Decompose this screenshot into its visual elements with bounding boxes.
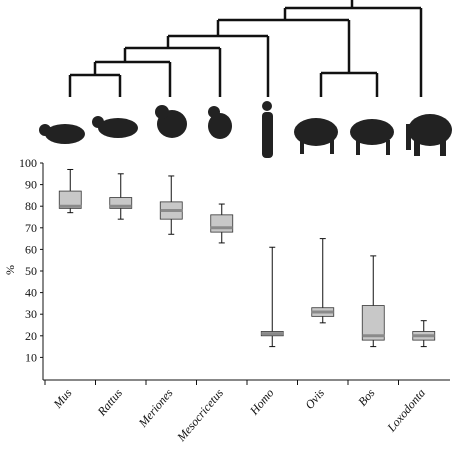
silhouettes — [39, 101, 452, 158]
y-tick-label: 70 — [25, 221, 37, 235]
x-tick-label: Mesocricetus — [174, 386, 227, 445]
x-tick-label: Bos — [355, 386, 378, 409]
box — [58, 190, 82, 209]
x-tick-label: Ovis — [302, 386, 327, 412]
y-tick-label: 60 — [25, 242, 37, 256]
box — [210, 214, 234, 233]
box — [361, 305, 385, 341]
y-tick-label: 80 — [25, 199, 37, 213]
y-axis-label: % — [3, 265, 17, 275]
x-tick-label: Loxodonta — [384, 386, 428, 435]
y-tick-label: 90 — [25, 178, 37, 192]
phylogeny — [68, 0, 423, 97]
y-tick-label: 30 — [25, 307, 37, 321]
y-tick-label: 50 — [25, 264, 37, 278]
box — [109, 197, 133, 209]
x-tick-label: Meriones — [135, 386, 176, 431]
y-tick-label: 10 — [25, 350, 37, 364]
x-tick-label: Homo — [246, 386, 276, 418]
y-tick-label: 100 — [19, 156, 37, 170]
x-tick-label: Mus — [50, 386, 75, 412]
y-tick-label: 40 — [25, 286, 37, 300]
x-tick-label: Rattus — [94, 386, 125, 420]
y-tick-label: 20 — [25, 329, 37, 343]
